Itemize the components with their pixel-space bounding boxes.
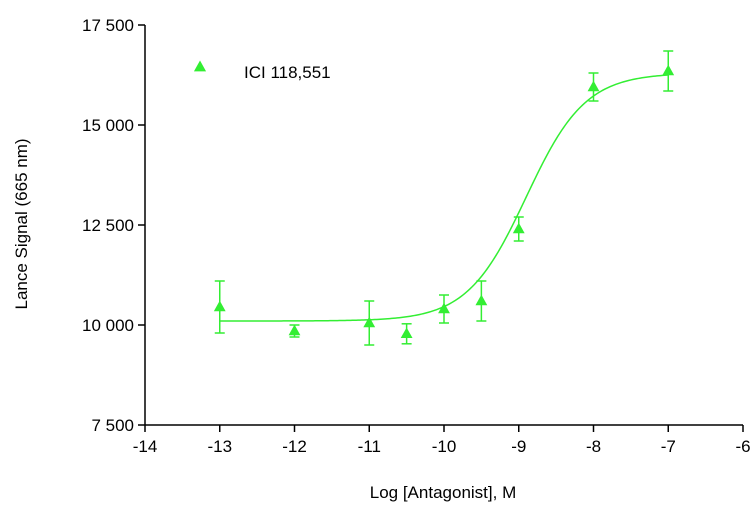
legend-label: ICI 118,551 <box>244 63 331 82</box>
legend-marker-triangle <box>193 60 207 72</box>
x-tick-label: -11 <box>358 437 381 456</box>
data-point <box>213 300 226 312</box>
legend: ICI 118,551 <box>193 60 331 82</box>
data-point <box>400 327 413 339</box>
x-tick-label: -13 <box>207 437 232 456</box>
y-tick-label: 12 500 <box>82 216 134 235</box>
x-tick-label: -9 <box>511 437 526 456</box>
x-ticks: -14 -13 -12 -11 -10 -9 -8 -7 -6 <box>133 425 751 456</box>
y-tick-label: 17 500 <box>82 16 134 35</box>
data-point <box>363 316 376 328</box>
x-axis-title: Log [Antagonist], M <box>370 483 516 502</box>
fit-curve <box>219 74 669 322</box>
y-tick-label: 15 000 <box>82 116 134 135</box>
x-tick-label: -10 <box>432 437 457 456</box>
y-tick-label: 7 500 <box>91 416 134 435</box>
data-point <box>587 80 600 92</box>
data-point <box>475 294 488 306</box>
y-ticks: 7 500 10 000 12 500 15 000 17 500 <box>82 16 145 435</box>
x-tick-label: -7 <box>661 437 676 456</box>
error-bars <box>214 50 674 346</box>
data-point <box>438 302 450 314</box>
x-tick-label: -8 <box>586 437 601 456</box>
data-points <box>213 64 675 339</box>
y-tick-label: 10 000 <box>82 316 134 335</box>
y-axis-title: Lance Signal (665 nm) <box>12 138 31 309</box>
x-tick-label: -14 <box>133 437 158 456</box>
x-tick-label: -12 <box>282 437 307 456</box>
data-point <box>288 324 301 336</box>
x-tick-label: -6 <box>735 437 750 456</box>
data-point <box>512 222 525 234</box>
data-point <box>662 64 675 76</box>
